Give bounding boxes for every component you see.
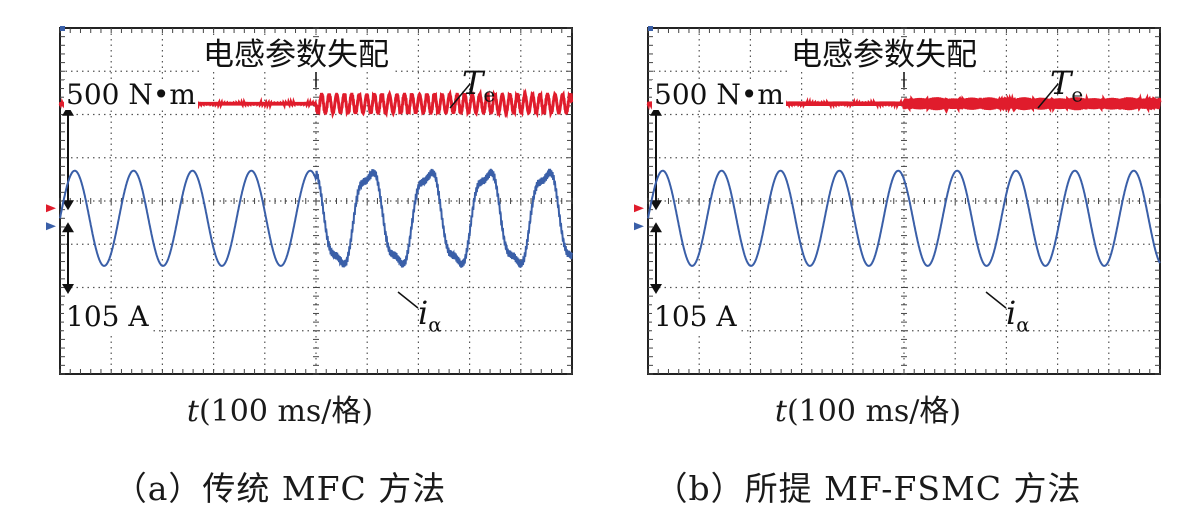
- x-axis-label-a: t(100 ms/格): [186, 394, 374, 429]
- current-scale-arrow-b: [650, 222, 662, 294]
- oscilloscope-plot-b: [634, 26, 1162, 375]
- grid-a: [46, 26, 573, 375]
- torque-series-label-b: Te: [1050, 64, 1084, 107]
- panel-a: 电感参数失配 500 N•m 105 A Te iα t(100 ms/格) （…: [0, 0, 574, 522]
- current-trace-b: [647, 169, 1161, 267]
- channel-marker-te-a: [46, 204, 56, 213]
- panel-b: 电感参数失配 500 N•m 105 A Te iα t(100 ms/格) （…: [588, 0, 1162, 522]
- current-scale-arrow-a: [62, 222, 74, 294]
- current-scale-label-b: 105 A: [652, 300, 739, 333]
- panel-caption-b: （b）所提 MF-FSMC 方法: [654, 469, 1082, 508]
- current-scale-label-a: 105 A: [64, 300, 151, 333]
- current-leader-b: [985, 291, 1007, 309]
- torque-leader-a: [449, 83, 471, 109]
- torque-scale-label-b: 500 N•m: [652, 78, 786, 111]
- annotation-mismatch-b: 电感参数失配: [788, 38, 980, 72]
- oscilloscope-plot-a: [46, 26, 574, 375]
- torque-scale-label-a: 500 N•m: [64, 78, 198, 111]
- torque-scale-arrow-b: [650, 105, 662, 211]
- channel-marker-ia-a: [46, 222, 56, 231]
- annotation-mismatch-a: 电感参数失配: [200, 38, 392, 72]
- torque-scale-arrow-a: [62, 105, 74, 211]
- x-axis-label-b: t(100 ms/格): [774, 394, 962, 429]
- current-series-label-a: iα: [418, 294, 442, 337]
- panel-caption-a: （a）传统 MFC 方法: [113, 469, 447, 508]
- current-series-label-b: iα: [1006, 294, 1030, 337]
- channel-marker-te-b: [634, 204, 644, 213]
- torque-leader-b: [1037, 83, 1059, 109]
- torque-series-label-a: Te: [462, 64, 496, 107]
- trigger-marker-a: [60, 26, 65, 31]
- current-leader-a: [397, 291, 419, 309]
- trigger-marker-b: [648, 26, 653, 31]
- current-trace-a: [59, 168, 573, 268]
- channel-marker-ia-b: [634, 222, 644, 231]
